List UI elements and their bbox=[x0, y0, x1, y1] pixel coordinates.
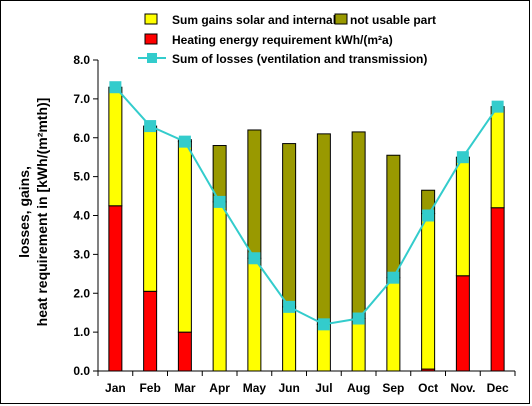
marker-losses bbox=[213, 195, 226, 208]
legend-label-heating: Heating energy requirement kWh/(m²a) bbox=[172, 33, 393, 47]
x-tick-label: Jan bbox=[105, 381, 126, 395]
bar-not-usable bbox=[247, 129, 262, 259]
x-tick-label: Oct bbox=[418, 381, 438, 395]
y-tick-label: 4.0 bbox=[73, 209, 90, 223]
y-tick-label: 3.0 bbox=[73, 247, 90, 261]
y-tick-label: 7.0 bbox=[73, 92, 90, 106]
legend-swatch-not-usable bbox=[334, 13, 348, 25]
x-tick-label: Jun bbox=[278, 381, 299, 395]
y-tick-label: 0.0 bbox=[73, 364, 90, 378]
bar-gains bbox=[455, 156, 470, 277]
bar-not-usable bbox=[282, 143, 297, 308]
y-axis-label: losses, gains, heat requirement in [kWh/… bbox=[16, 98, 50, 327]
bar-gains bbox=[282, 306, 297, 372]
bar-gains bbox=[351, 318, 366, 372]
marker-losses bbox=[109, 81, 122, 94]
bar-not-usable bbox=[386, 154, 401, 279]
legend-swatch-heating bbox=[144, 33, 158, 45]
bar-heating bbox=[108, 205, 123, 372]
bar-gains bbox=[247, 257, 262, 372]
bar-heating bbox=[143, 290, 158, 372]
legend-swatch-gains bbox=[144, 13, 158, 25]
x-tick-label: May bbox=[243, 381, 267, 395]
legend-label-losses: Sum of losses (ventilation and transmiss… bbox=[172, 52, 427, 66]
marker-losses bbox=[248, 252, 261, 265]
x-tick-label: Aug bbox=[347, 381, 370, 395]
marker-losses bbox=[178, 135, 191, 148]
y-tick-label: 6.0 bbox=[73, 131, 90, 145]
marker-losses bbox=[491, 100, 504, 113]
bar-not-usable bbox=[316, 133, 331, 325]
line-losses bbox=[114, 86, 499, 326]
x-tick-label: Nov. bbox=[450, 381, 475, 395]
bar-gains bbox=[421, 213, 436, 370]
legend-label-not-usable: not usable part bbox=[350, 13, 436, 27]
x-tick-label: Feb bbox=[139, 381, 160, 395]
x-tick-label: Sep bbox=[382, 381, 404, 395]
bar-gains bbox=[490, 106, 505, 209]
y-tick-label: 2.0 bbox=[73, 286, 90, 300]
bar-not-usable bbox=[351, 131, 366, 320]
legend: Sum gains solar and internal not usable … bbox=[138, 13, 436, 66]
marker-losses bbox=[317, 318, 330, 331]
legend-marker-losses bbox=[147, 53, 157, 63]
bar-gains bbox=[177, 141, 192, 333]
bar-gains bbox=[316, 323, 331, 372]
marker-losses bbox=[352, 312, 365, 325]
y-tick-label: 8.0 bbox=[73, 53, 90, 67]
marker-losses bbox=[387, 271, 400, 284]
bar-heating bbox=[177, 331, 192, 372]
x-tick-label: Jul bbox=[315, 381, 332, 395]
y-tick-label: 5.0 bbox=[73, 170, 90, 184]
y-axis-label-line-1: losses, gains, bbox=[16, 166, 32, 258]
x-tick-label: Mar bbox=[174, 381, 196, 395]
bar-gains bbox=[143, 125, 158, 292]
x-tick-label: Apr bbox=[209, 381, 230, 395]
marker-losses bbox=[144, 120, 157, 133]
plot-area: 0.0 1.0 2.0 3.0 4.0 5.0 6.0 7.0 8.0 Jan Feb Mar Apr M… bbox=[73, 53, 516, 395]
y-tick-label: 1.0 bbox=[73, 325, 90, 339]
bar-gains bbox=[212, 201, 227, 372]
marker-losses bbox=[456, 151, 469, 164]
marker-losses bbox=[422, 209, 435, 222]
bar-heating bbox=[490, 207, 505, 372]
legend-label-gains: Sum gains solar and internal bbox=[172, 13, 336, 27]
bar-heating bbox=[455, 275, 470, 372]
marker-losses bbox=[283, 300, 296, 313]
bar-gains bbox=[108, 86, 123, 207]
bar-gains bbox=[386, 277, 401, 372]
x-tick-label: Dec bbox=[487, 381, 509, 395]
y-axis-label-line-2: heat requirement in [kWh/(m²mth)] bbox=[34, 98, 50, 327]
